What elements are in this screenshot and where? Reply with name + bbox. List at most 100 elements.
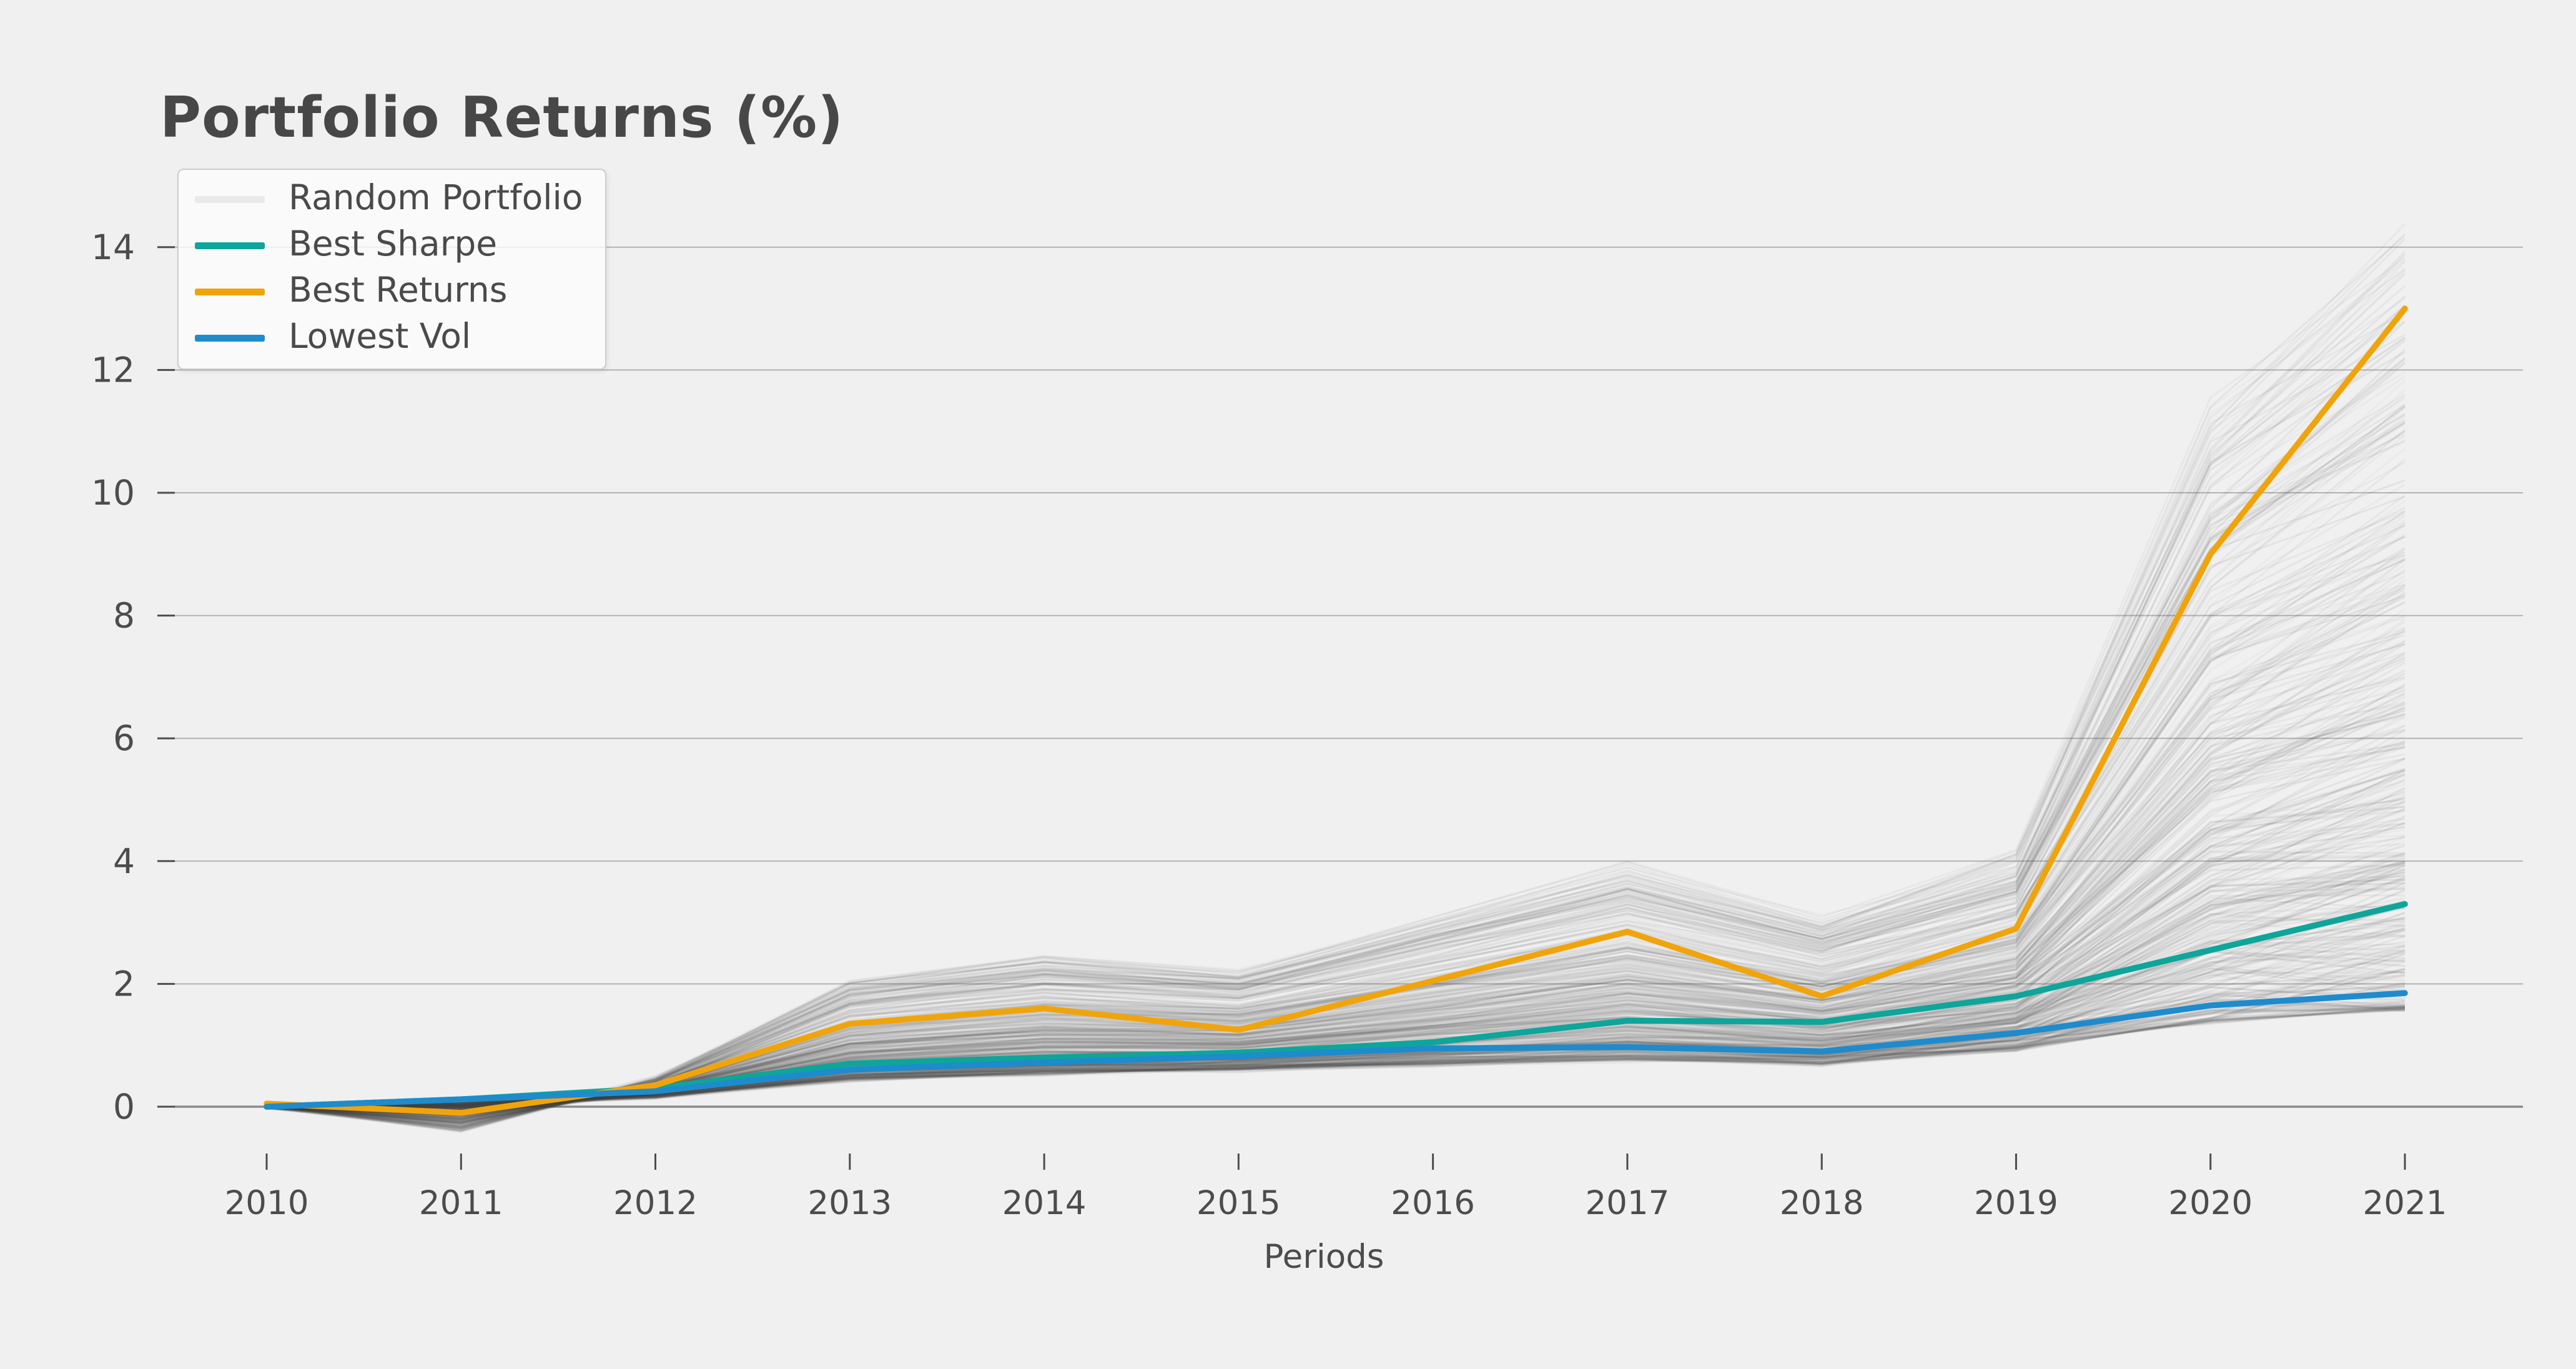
random-portfolio-line — [266, 729, 2406, 1115]
random-portfolio-line — [266, 1009, 2406, 1107]
random-portfolio-line — [266, 1008, 2406, 1107]
random-portfolio-line — [266, 758, 2406, 1116]
random-portfolio-line — [266, 393, 2406, 1124]
random-portfolio-line — [266, 1009, 2406, 1109]
x-tick-label: 2021 — [2363, 1184, 2447, 1222]
y-tick-label: 0 — [113, 1087, 135, 1127]
random-portfolio-line — [266, 929, 2406, 1110]
random-portfolio-line — [266, 791, 2406, 1111]
y-tick-label: 2 — [113, 964, 135, 1004]
random-portfolio-line — [266, 1007, 2406, 1108]
random-portfolio-line — [266, 1005, 2406, 1107]
random-portfolio-line — [266, 942, 2406, 1109]
y-tick-label: 4 — [113, 841, 135, 881]
random-portfolio-line — [266, 1008, 2406, 1109]
random-portfolio-line — [266, 1009, 2406, 1109]
random-portfolio-line — [266, 948, 2406, 1108]
random-portfolio-line — [266, 312, 2406, 1132]
random-portfolio-line — [266, 976, 2406, 1107]
random-portfolio-line — [266, 357, 2406, 1129]
legend-swatch-best-returns — [195, 288, 265, 295]
random-portfolio-line — [266, 853, 2406, 1107]
random-portfolio-line — [266, 851, 2406, 1109]
random-portfolio-line — [266, 1007, 2406, 1109]
random-portfolio-line — [266, 1006, 2406, 1107]
random-portfolio-line — [266, 929, 2406, 1109]
random-portfolio-line — [266, 971, 2406, 1109]
legend-label-best-sharpe: Best Sharpe — [289, 223, 498, 264]
x-tick-label: 2019 — [1974, 1184, 2058, 1222]
legend-item-random-portfolio: Random Portfolio — [195, 176, 583, 222]
random-portfolio-line — [266, 822, 2406, 1116]
legend-item-lowest-vol: Lowest Vol — [195, 315, 583, 361]
random-portfolio-line — [266, 851, 2406, 1110]
random-portfolio-line — [266, 969, 2406, 1110]
random-portfolio-line — [266, 927, 2406, 1109]
random-portfolio-line — [266, 981, 2406, 1107]
random-portfolio-line — [266, 988, 2406, 1107]
legend-item-best-sharpe: Best Sharpe — [195, 222, 583, 269]
series-lowest-vol — [264, 990, 2408, 1110]
random-portfolio-line — [266, 871, 2406, 1107]
random-portfolio-line — [266, 984, 2406, 1109]
random-portfolio-line — [266, 964, 2406, 1107]
random-portfolio-line — [266, 1007, 2406, 1109]
x-tick-label: 2012 — [613, 1184, 698, 1222]
y-tick-label: 6 — [113, 718, 135, 758]
x-tick-label: 2017 — [1585, 1184, 1669, 1222]
legend-swatch-random-portfolio — [195, 195, 265, 203]
y-tick-label: 12 — [91, 350, 135, 390]
random-portfolio-line — [266, 944, 2406, 1109]
random-portfolio-line — [266, 640, 2406, 1110]
random-portfolio-line — [266, 911, 2406, 1109]
random-portfolio-line — [266, 917, 2406, 1106]
random-portfolio-line — [266, 1006, 2406, 1107]
random-portfolio-line — [266, 912, 2406, 1109]
legend-swatch-best-sharpe — [195, 242, 265, 249]
random-portfolio-line — [266, 656, 2406, 1117]
x-axis-label: Periods — [1264, 1238, 1384, 1276]
random-portfolio-line — [266, 854, 2406, 1114]
legend-label-lowest-vol: Lowest Vol — [289, 315, 471, 356]
random-portfolio-line — [266, 961, 2406, 1107]
random-portfolio-line — [266, 982, 2406, 1110]
y-tick-label: 14 — [91, 227, 135, 267]
random-portfolio-line — [266, 890, 2406, 1106]
random-portfolio-line — [266, 926, 2406, 1109]
y-tick-label: 8 — [113, 596, 135, 636]
random-portfolio-line — [266, 905, 2406, 1110]
random-portfolio-line — [266, 879, 2406, 1106]
random-portfolio-line — [266, 999, 2406, 1107]
random-portfolio-line — [266, 601, 2406, 1119]
random-portfolio-line — [266, 877, 2406, 1109]
random-portfolio-line — [266, 967, 2406, 1109]
y-tick-label: 10 — [91, 473, 135, 513]
random-portfolio-line — [266, 935, 2406, 1107]
legend-label-random-portfolio: Random Portfolio — [289, 177, 583, 217]
random-portfolio-line — [266, 257, 2406, 1132]
random-portfolio-line — [266, 971, 2406, 1107]
x-tick-label: 2014 — [1002, 1184, 1087, 1222]
random-portfolio-line — [266, 1005, 2406, 1109]
x-tick-label: 2011 — [419, 1184, 503, 1222]
random-portfolio-line — [266, 904, 2406, 1106]
random-portfolio-line — [266, 956, 2406, 1107]
random-portfolio-line — [266, 864, 2406, 1109]
random-portfolio-line — [266, 966, 2406, 1109]
legend-item-best-returns: Best Returns — [195, 269, 583, 315]
legend: Random Portfolio Best Sharpe Best Return… — [177, 169, 607, 370]
random-portfolio-line — [266, 921, 2406, 1107]
x-tick-label: 2010 — [225, 1184, 309, 1222]
x-tick-label: 2013 — [807, 1184, 892, 1222]
x-tick-label: 2016 — [1391, 1184, 1475, 1222]
random-portfolio-line — [266, 1004, 2406, 1109]
random-portfolio-line — [266, 999, 2406, 1110]
random-portfolio-line — [266, 985, 2406, 1108]
random-portfolio-line — [266, 259, 2406, 1133]
random-portfolio-line — [266, 986, 2406, 1109]
random-portfolio-line — [266, 957, 2406, 1107]
random-portfolio-line — [266, 989, 2406, 1109]
random-portfolio-line — [266, 1006, 2406, 1107]
random-portfolio-line — [266, 735, 2406, 1112]
